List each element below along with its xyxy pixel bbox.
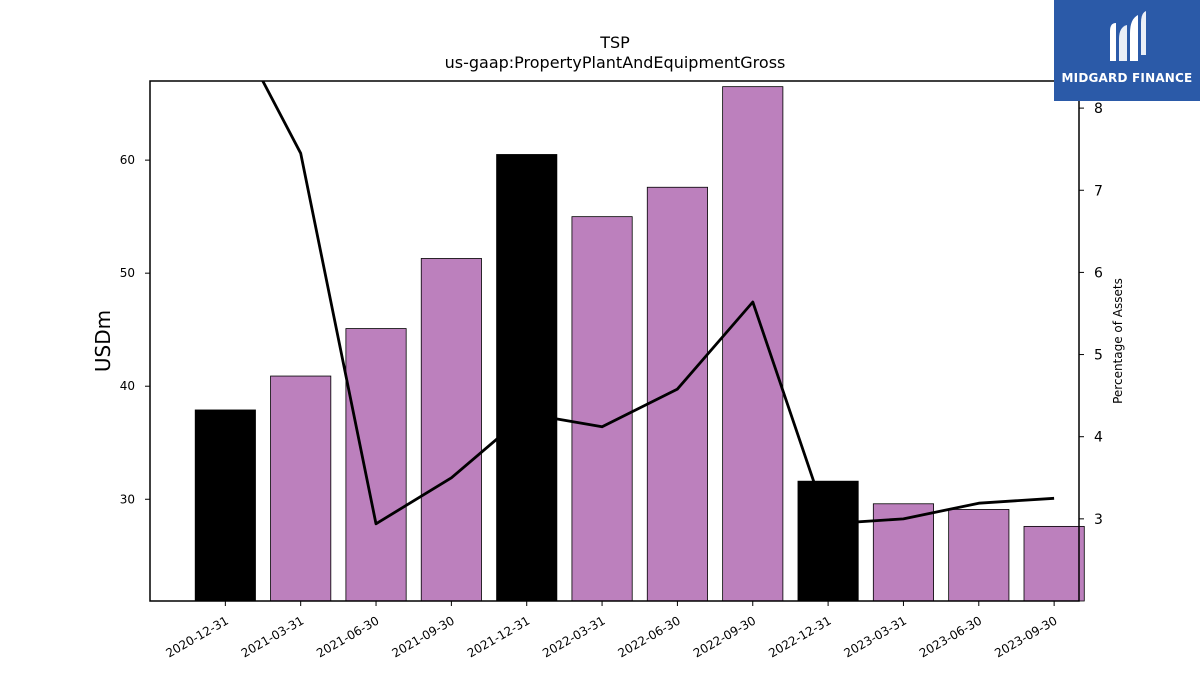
bar-2022-06-30 (646, 186, 708, 602)
x-tick-label: 2021-03-31 (239, 613, 306, 660)
bar-2022-12-31 (797, 480, 859, 602)
y2-tick-label: 4 (1094, 430, 1103, 446)
bar-2021-09-30 (420, 258, 482, 602)
x-tick-label: 2022-12-31 (766, 613, 833, 660)
x-tick-label: 2022-06-30 (616, 613, 683, 660)
y2-axis-label: Percentage of Assets (1111, 278, 1125, 404)
x-tick-label: 2021-12-31 (465, 613, 532, 660)
y2-tick-label: 8 (1094, 101, 1103, 117)
x-tick-label: 2021-06-30 (314, 613, 381, 660)
y2-tick-label: 5 (1094, 348, 1103, 364)
y-axis-right: 3 4 5 6 7 8 (1079, 101, 1103, 528)
y-tick-label: 60 (120, 153, 135, 167)
line-series-layer (261, 81, 1055, 526)
y-tick-label: 50 (120, 266, 135, 280)
brand-logo: MIDGARD FINANCE (1054, 0, 1200, 101)
x-tick-label: 2023-06-30 (917, 613, 984, 660)
bar-2021-03-31 (270, 375, 332, 602)
y-axis-left: 30 40 50 60 (120, 153, 150, 506)
y-tick-label: 40 (120, 379, 135, 393)
bar-2021-12-31 (496, 154, 558, 602)
y-tick-label: 30 (120, 492, 135, 506)
bar-2022-03-31 (571, 216, 633, 602)
bar-2023-09-30 (1023, 525, 1085, 602)
bar-2022-09-30 (722, 86, 784, 602)
bar-2020-12-31 (194, 409, 256, 602)
y2-tick-label: 6 (1094, 265, 1103, 281)
bar-2021-06-30 (345, 328, 407, 602)
chart-title: TSP (599, 33, 630, 52)
logo-mark-icon (1110, 11, 1146, 61)
bar-2023-06-30 (948, 509, 1010, 602)
x-tick-label: 2023-09-30 (992, 613, 1059, 660)
x-axis: 2020-12-31 2021-03-31 2021-06-30 2021-09-30… (163, 601, 1060, 660)
line-series (261, 81, 1055, 526)
bar-series (194, 86, 1085, 602)
x-tick-label: 2023-03-31 (842, 613, 909, 660)
x-tick-label: 2022-03-31 (540, 613, 607, 660)
y-axis-label: USDm (91, 310, 115, 372)
chart-subtitle: us-gaap:PropertyPlantAndEquipmentGross (445, 53, 786, 72)
plot-frame (149, 80, 1080, 602)
x-tick-label: 2020-12-31 (163, 613, 230, 660)
y2-tick-label: 3 (1094, 512, 1103, 528)
y2-tick-label: 7 (1094, 183, 1103, 199)
x-tick-label: 2021-09-30 (389, 613, 456, 660)
x-tick-label: 2022-09-30 (691, 613, 758, 660)
logo-text: MIDGARD FINANCE (1061, 71, 1193, 85)
